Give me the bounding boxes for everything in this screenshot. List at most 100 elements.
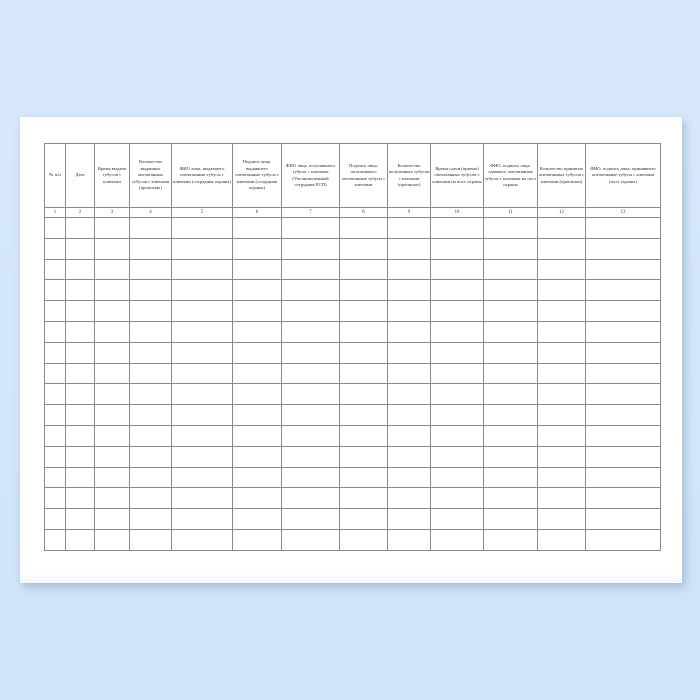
table-cell[interactable] bbox=[94, 445, 130, 468]
table-row[interactable] bbox=[44, 362, 661, 385]
table-cell[interactable] bbox=[94, 383, 130, 406]
table-cell[interactable] bbox=[585, 279, 661, 302]
table-cell[interactable] bbox=[129, 217, 172, 239]
table-cell[interactable] bbox=[232, 466, 282, 489]
table-cell[interactable] bbox=[339, 508, 388, 530]
table-cell[interactable] bbox=[537, 508, 586, 530]
table-cell[interactable] bbox=[585, 341, 661, 364]
table-cell[interactable] bbox=[44, 362, 66, 385]
table-cell[interactable] bbox=[483, 528, 538, 551]
table-cell[interactable] bbox=[65, 217, 95, 239]
table-cell[interactable] bbox=[483, 424, 538, 447]
table-cell[interactable] bbox=[232, 258, 282, 281]
table-cell[interactable] bbox=[129, 404, 172, 426]
table-cell[interactable] bbox=[129, 528, 172, 551]
table-cell[interactable] bbox=[65, 300, 95, 322]
table-row[interactable] bbox=[44, 424, 661, 447]
table-cell[interactable] bbox=[585, 383, 661, 406]
table-cell[interactable] bbox=[339, 424, 388, 447]
table-cell[interactable] bbox=[281, 528, 340, 551]
table-row[interactable] bbox=[44, 528, 661, 551]
table-cell[interactable] bbox=[129, 320, 172, 343]
table-cell[interactable] bbox=[171, 300, 233, 322]
table-cell[interactable] bbox=[65, 404, 95, 426]
table-cell[interactable] bbox=[94, 362, 130, 385]
table-cell[interactable] bbox=[94, 217, 130, 239]
table-cell[interactable] bbox=[483, 445, 538, 468]
table-cell[interactable] bbox=[483, 237, 538, 260]
table-cell[interactable] bbox=[281, 445, 340, 468]
table-cell[interactable] bbox=[44, 320, 66, 343]
table-cell[interactable] bbox=[339, 258, 388, 281]
table-cell[interactable] bbox=[44, 300, 66, 322]
table-cell[interactable] bbox=[44, 445, 66, 468]
table-cell[interactable] bbox=[537, 237, 586, 260]
table-cell[interactable] bbox=[483, 279, 538, 302]
table-cell[interactable] bbox=[129, 237, 172, 260]
table-cell[interactable] bbox=[387, 528, 431, 551]
table-cell[interactable] bbox=[171, 217, 233, 239]
table-cell[interactable] bbox=[94, 487, 130, 510]
table-cell[interactable] bbox=[171, 320, 233, 343]
table-cell[interactable] bbox=[537, 217, 586, 239]
table-cell[interactable] bbox=[281, 362, 340, 385]
table-cell[interactable] bbox=[339, 217, 388, 239]
table-cell[interactable] bbox=[44, 237, 66, 260]
table-cell[interactable] bbox=[129, 424, 172, 447]
table-cell[interactable] bbox=[65, 487, 95, 510]
table-row[interactable] bbox=[44, 508, 661, 530]
table-cell[interactable] bbox=[339, 528, 388, 551]
table-cell[interactable] bbox=[483, 383, 538, 406]
table-cell[interactable] bbox=[537, 279, 586, 302]
table-cell[interactable] bbox=[281, 341, 340, 364]
table-cell[interactable] bbox=[281, 237, 340, 260]
table-cell[interactable] bbox=[44, 383, 66, 406]
table-cell[interactable] bbox=[44, 424, 66, 447]
table-cell[interactable] bbox=[430, 300, 484, 322]
table-cell[interactable] bbox=[339, 466, 388, 489]
table-cell[interactable] bbox=[537, 466, 586, 489]
table-cell[interactable] bbox=[232, 237, 282, 260]
table-cell[interactable] bbox=[94, 320, 130, 343]
table-cell[interactable] bbox=[129, 445, 172, 468]
table-cell[interactable] bbox=[281, 279, 340, 302]
table-cell[interactable] bbox=[44, 528, 66, 551]
table-cell[interactable] bbox=[339, 404, 388, 426]
table-cell[interactable] bbox=[171, 258, 233, 281]
table-cell[interactable] bbox=[232, 279, 282, 302]
table-cell[interactable] bbox=[537, 528, 586, 551]
table-cell[interactable] bbox=[387, 300, 431, 322]
table-row[interactable] bbox=[44, 279, 661, 302]
table-cell[interactable] bbox=[232, 362, 282, 385]
table-cell[interactable] bbox=[171, 487, 233, 510]
table-cell[interactable] bbox=[65, 320, 95, 343]
table-cell[interactable] bbox=[483, 217, 538, 239]
table-cell[interactable] bbox=[94, 279, 130, 302]
table-cell[interactable] bbox=[430, 424, 484, 447]
table-cell[interactable] bbox=[339, 341, 388, 364]
table-cell[interactable] bbox=[232, 508, 282, 530]
table-row[interactable] bbox=[44, 300, 661, 322]
table-cell[interactable] bbox=[281, 424, 340, 447]
table-cell[interactable] bbox=[171, 445, 233, 468]
table-cell[interactable] bbox=[585, 424, 661, 447]
table-cell[interactable] bbox=[585, 300, 661, 322]
table-cell[interactable] bbox=[171, 466, 233, 489]
table-cell[interactable] bbox=[129, 383, 172, 406]
table-cell[interactable] bbox=[339, 279, 388, 302]
table-cell[interactable] bbox=[65, 466, 95, 489]
table-row[interactable] bbox=[44, 487, 661, 510]
table-cell[interactable] bbox=[232, 341, 282, 364]
table-cell[interactable] bbox=[94, 237, 130, 260]
table-cell[interactable] bbox=[281, 404, 340, 426]
table-cell[interactable] bbox=[94, 341, 130, 364]
table-row[interactable] bbox=[44, 258, 661, 281]
table-cell[interactable] bbox=[430, 528, 484, 551]
table-cell[interactable] bbox=[281, 466, 340, 489]
table-cell[interactable] bbox=[537, 445, 586, 468]
table-cell[interactable] bbox=[483, 362, 538, 385]
table-cell[interactable] bbox=[94, 528, 130, 551]
table-cell[interactable] bbox=[65, 341, 95, 364]
table-cell[interactable] bbox=[387, 404, 431, 426]
table-cell[interactable] bbox=[94, 258, 130, 281]
